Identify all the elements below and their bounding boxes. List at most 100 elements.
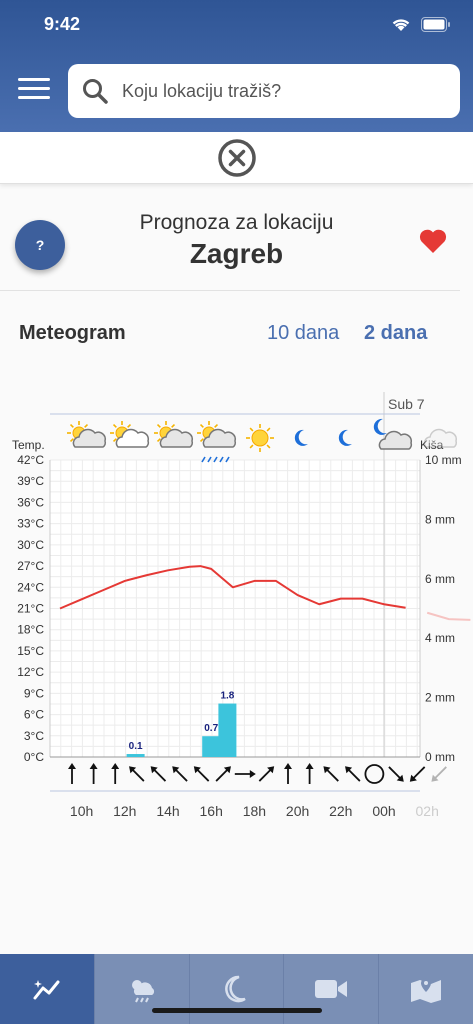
status-icons bbox=[391, 16, 451, 32]
temp-tick: 36°C bbox=[17, 495, 44, 509]
forecast-tab-icon bbox=[131, 980, 154, 1003]
temp-tick: 27°C bbox=[17, 559, 44, 573]
camera-tab-icon bbox=[315, 980, 348, 998]
sun-icon bbox=[246, 424, 274, 452]
temp-tick: 21°C bbox=[17, 602, 44, 616]
temp-tick: 12°C bbox=[17, 665, 44, 679]
arrow-nw-icon bbox=[323, 766, 339, 782]
nav-map[interactable] bbox=[379, 954, 473, 1024]
help-label: ? bbox=[35, 237, 45, 253]
temperature-line bbox=[59, 565, 406, 610]
partly-cloudy-icon bbox=[67, 421, 107, 448]
x-tick-label: 02h bbox=[416, 803, 439, 819]
night-tab-icon bbox=[225, 975, 247, 1003]
temp-tick: 18°C bbox=[17, 623, 44, 637]
meteogram-chart[interactable]: Sub 7 Temp. Kiša 42°C 39°C 36°C 33°C 30°C 27°C 24… bbox=[0, 385, 473, 825]
temp-tick: 24°C bbox=[17, 580, 44, 594]
arrow-ne-icon bbox=[258, 766, 275, 782]
arrow-sw-icon bbox=[431, 766, 447, 782]
moon-icon bbox=[294, 429, 308, 446]
arrow-up-icon bbox=[111, 763, 120, 784]
menu-line bbox=[18, 87, 50, 90]
nav-meteogram[interactable] bbox=[0, 954, 95, 1024]
rain-tick: 6 mm bbox=[425, 572, 455, 586]
x-tick-label: 18h bbox=[243, 803, 266, 819]
menu-line bbox=[18, 78, 50, 81]
partly-cloudy-icon bbox=[154, 421, 194, 448]
partly-cloudy-rain-icon bbox=[197, 421, 237, 463]
x-tick-label: 00h bbox=[372, 803, 395, 819]
arrow-right-icon bbox=[234, 770, 256, 778]
rain-tick: 8 mm bbox=[425, 512, 455, 526]
search-input[interactable] bbox=[122, 80, 442, 102]
rain-tick: 10 mm bbox=[425, 453, 462, 467]
meteogram-title: Meteogram bbox=[19, 322, 126, 344]
temp-tick: 3°C bbox=[24, 729, 44, 743]
help-button[interactable]: ? bbox=[15, 220, 65, 270]
search-icon bbox=[83, 79, 108, 104]
x-tick-label: 10h bbox=[70, 803, 93, 819]
calm-circle-icon bbox=[364, 764, 385, 784]
temp-tick: 33°C bbox=[17, 517, 44, 531]
moon-cloud-icon bbox=[373, 418, 413, 450]
bottom-nav bbox=[0, 954, 473, 1024]
divider bbox=[0, 290, 460, 291]
rain-tick: 4 mm bbox=[425, 631, 455, 645]
rain-bar bbox=[202, 736, 221, 757]
x-tick-label: 16h bbox=[200, 803, 223, 819]
arrow-ne-icon bbox=[215, 766, 231, 782]
nav-night[interactable] bbox=[190, 954, 285, 1024]
x-tick-label: 22h bbox=[329, 803, 352, 819]
rain-bar bbox=[126, 754, 145, 757]
temperature-line-faded bbox=[426, 611, 471, 621]
arrow-up-icon bbox=[305, 763, 314, 784]
arrow-nw-icon bbox=[150, 766, 167, 782]
arrow-up-icon bbox=[89, 763, 98, 784]
temp-tick: 42°C bbox=[17, 453, 44, 467]
rain-tick: 2 mm bbox=[425, 691, 455, 705]
status-time: 9:42 bbox=[44, 14, 81, 34]
meteogram-tab-icon bbox=[33, 980, 60, 1000]
x-tick-label: 14h bbox=[156, 803, 179, 819]
arrow-sw-icon bbox=[409, 766, 426, 782]
home-indicator bbox=[152, 1008, 322, 1013]
temp-tick: 9°C bbox=[24, 686, 44, 700]
arrow-nw-icon bbox=[193, 766, 210, 782]
moon-icon bbox=[338, 429, 352, 446]
temp-tick: 15°C bbox=[17, 644, 44, 658]
close-icon[interactable] bbox=[217, 138, 257, 178]
menu-line bbox=[18, 96, 50, 99]
rain-tick: 0 mm bbox=[425, 750, 455, 764]
arrow-up-icon bbox=[68, 763, 76, 784]
temp-tick: 30°C bbox=[17, 538, 44, 552]
day-label: Sub 7 bbox=[388, 396, 425, 412]
temp-tick: 39°C bbox=[17, 474, 44, 488]
temp-tick: 0°C bbox=[24, 750, 44, 764]
arrow-se-icon bbox=[388, 766, 404, 782]
arrow-nw-icon bbox=[129, 766, 145, 782]
tab-2-days[interactable]: 2 dana bbox=[364, 322, 428, 344]
map-tab-icon bbox=[411, 978, 442, 1003]
rain-axis-label: Kiša bbox=[420, 438, 444, 452]
x-tick-label: 12h bbox=[113, 803, 136, 819]
x-tick-label: 20h bbox=[286, 803, 309, 819]
menu-button[interactable] bbox=[18, 78, 50, 104]
search-bar[interactable] bbox=[68, 64, 460, 118]
location-subtitle: Prognoza za lokaciju bbox=[139, 211, 334, 234]
heart-icon[interactable] bbox=[419, 228, 447, 254]
rain-bar-label: 0.1 bbox=[129, 741, 143, 752]
nav-camera[interactable] bbox=[284, 954, 380, 1024]
battery-icon bbox=[421, 16, 450, 32]
location-name: Zagreb bbox=[189, 238, 284, 269]
arrow-nw-icon bbox=[172, 766, 188, 782]
temp-tick: 6°C bbox=[24, 708, 44, 722]
rain-bar-label: 0.7 bbox=[204, 723, 218, 734]
nav-forecast[interactable] bbox=[95, 954, 190, 1024]
rain-bar bbox=[218, 703, 237, 757]
rain-bar-label: 1.8 bbox=[220, 691, 234, 702]
wifi-icon bbox=[392, 19, 410, 31]
partly-cloudy-icon bbox=[110, 421, 150, 448]
temp-axis-label: Temp. bbox=[12, 438, 45, 452]
arrow-nw-icon bbox=[345, 766, 361, 782]
tab-10-days[interactable]: 10 dana bbox=[267, 322, 340, 344]
